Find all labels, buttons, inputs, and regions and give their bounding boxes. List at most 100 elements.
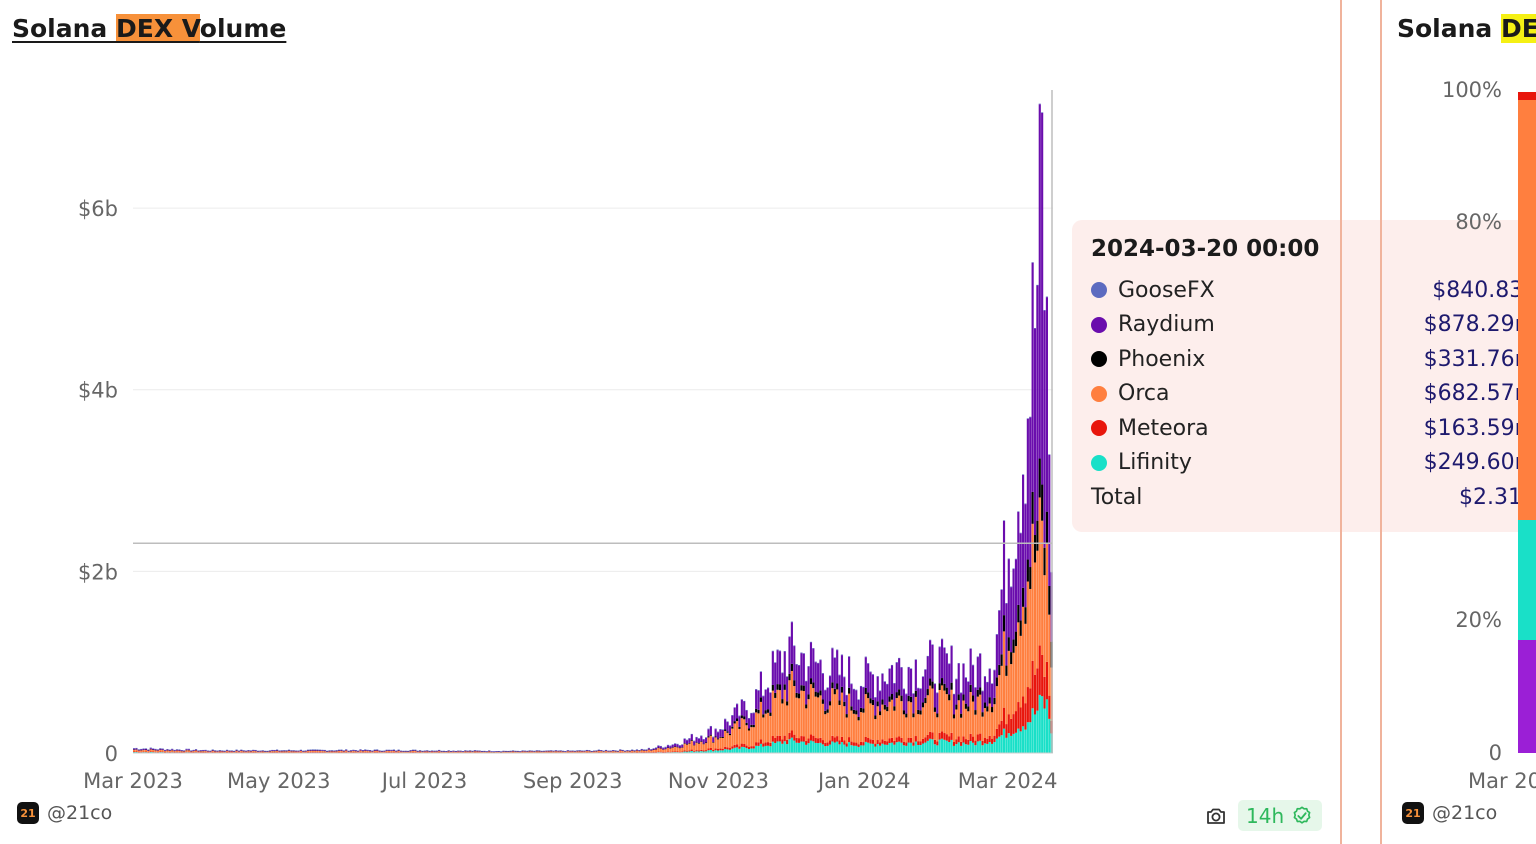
- bar-segment-orca[interactable]: [750, 727, 753, 747]
- bar-segment-phoenix[interactable]: [952, 714, 956, 719]
- bar-segment-raydium[interactable]: [228, 750, 231, 752]
- bar-segment-orca[interactable]: [156, 750, 159, 752]
- bar-segment-goosefx[interactable]: [919, 688, 922, 689]
- bar-segment-goosefx[interactable]: [867, 663, 870, 664]
- bar-segment-raydium[interactable]: [364, 749, 367, 751]
- bar-segment-orca[interactable]: [545, 751, 548, 753]
- bar-segment-goosefx[interactable]: [378, 750, 381, 751]
- bar-segment-goosefx[interactable]: [1036, 284, 1039, 286]
- bar-segment-goosefx[interactable]: [485, 751, 488, 752]
- bar-segment-raydium[interactable]: [845, 695, 848, 715]
- bar-segment-orca[interactable]: [299, 751, 302, 753]
- bar-segment-orca[interactable]: [504, 751, 507, 753]
- bar-segment-goosefx[interactable]: [392, 749, 395, 751]
- bar-segment-goosefx[interactable]: [778, 650, 782, 652]
- bar-segment-raydium[interactable]: [326, 751, 329, 752]
- bar-segment-meteora[interactable]: [855, 742, 858, 746]
- bar-segment-lifinity[interactable]: [1024, 729, 1027, 753]
- bar-segment-lifinity[interactable]: [938, 739, 941, 753]
- bar-segment-goosefx[interactable]: [938, 646, 941, 648]
- dex-market-share-chart[interactable]: 020%80%100%Mar 20: [1382, 0, 1536, 800]
- bar-segment-goosefx[interactable]: [1031, 262, 1034, 263]
- bar-segment-goosefx[interactable]: [809, 641, 813, 643]
- bar-segment-orca[interactable]: [321, 751, 324, 753]
- bar-segment-goosefx[interactable]: [471, 750, 474, 752]
- bar-segment-raydium[interactable]: [1010, 587, 1013, 653]
- bar-segment-goosefx[interactable]: [707, 728, 710, 730]
- bar-segment-goosefx[interactable]: [886, 683, 889, 685]
- bar-segment-raydium[interactable]: [211, 750, 214, 751]
- bar-segment-raydium[interactable]: [187, 749, 190, 751]
- bar-segment-orca[interactable]: [304, 751, 307, 753]
- bar-segment-raydium[interactable]: [140, 749, 143, 751]
- bar-segment-goosefx[interactable]: [828, 675, 832, 677]
- bar-segment-raydium[interactable]: [907, 667, 910, 696]
- bar-segment-orca[interactable]: [683, 743, 686, 751]
- bar-segment-lifinity[interactable]: [788, 739, 791, 753]
- bar-segment-goosefx[interactable]: [643, 749, 646, 751]
- bar-segment-goosefx[interactable]: [464, 750, 467, 751]
- bar-segment-goosefx[interactable]: [416, 750, 419, 752]
- bar-segment-orca[interactable]: [852, 713, 855, 743]
- bar-segment-meteora[interactable]: [802, 736, 805, 742]
- bar-segment-phoenix[interactable]: [933, 707, 936, 712]
- bar-segment-raydium[interactable]: [342, 750, 345, 752]
- bar-segment-goosefx[interactable]: [452, 750, 455, 752]
- bar-segment-goosefx[interactable]: [223, 750, 226, 752]
- bar-segment-raydium[interactable]: [152, 748, 155, 750]
- bar-segment-meteora[interactable]: [664, 751, 667, 753]
- bar-segment-meteora[interactable]: [776, 735, 779, 742]
- bar-segment-goosefx[interactable]: [383, 750, 386, 752]
- bar-segment-raydium[interactable]: [285, 750, 288, 752]
- bar-segment-meteora[interactable]: [836, 736, 839, 742]
- bar-segment-orca[interactable]: [449, 751, 453, 753]
- bar-segment-goosefx[interactable]: [521, 750, 524, 751]
- bar-segment-lifinity[interactable]: [750, 748, 753, 753]
- bar-segment-raydium[interactable]: [576, 750, 579, 752]
- bar-segment-goosefx[interactable]: [895, 662, 898, 663]
- bar-segment-orca[interactable]: [1048, 614, 1051, 696]
- bar-segment-goosefx[interactable]: [855, 689, 858, 691]
- bar-segment-goosefx[interactable]: [430, 750, 434, 752]
- bar-segment-goosefx[interactable]: [683, 738, 686, 739]
- bar-segment-lifinity[interactable]: [1005, 737, 1008, 753]
- bar-segment-goosefx[interactable]: [783, 650, 786, 652]
- bar-segment-orca[interactable]: [411, 750, 415, 753]
- bar-segment-goosefx[interactable]: [306, 749, 310, 751]
- bar-segment-lifinity[interactable]: [869, 743, 872, 753]
- bar-segment-orca[interactable]: [712, 742, 715, 750]
- bar-segment-goosefx[interactable]: [194, 749, 198, 750]
- bar-segment-raydium[interactable]: [945, 653, 948, 688]
- bar-segment-raydium[interactable]: [626, 750, 629, 752]
- bar-segment-goosefx[interactable]: [840, 654, 844, 656]
- bar-segment-raydium[interactable]: [862, 687, 865, 709]
- bar-segment-raydium[interactable]: [194, 749, 198, 751]
- bar-segment-goosefx[interactable]: [497, 751, 500, 752]
- bar-segment-orca[interactable]: [981, 716, 984, 741]
- bar-segment-orca[interactable]: [361, 751, 364, 753]
- bar-segment-goosefx[interactable]: [685, 739, 689, 741]
- bar-segment-orca[interactable]: [171, 750, 174, 752]
- bar-segment-phoenix[interactable]: [945, 687, 948, 695]
- bar-segment-raydium[interactable]: [979, 653, 982, 688]
- bar-segment-phoenix[interactable]: [812, 682, 815, 689]
- bar-segment-orca[interactable]: [235, 750, 238, 753]
- bar-segment-raydium[interactable]: [950, 646, 953, 683]
- bar-segment-meteora[interactable]: [345, 751, 348, 753]
- bar-segment-raydium[interactable]: [933, 684, 936, 708]
- bar-segment-goosefx[interactable]: [812, 648, 815, 649]
- bar-segment-goosefx[interactable]: [199, 750, 202, 751]
- bar-segment-meteora[interactable]: [388, 751, 391, 753]
- bar-segment-phoenix[interactable]: [821, 699, 824, 704]
- bar-segment-goosefx[interactable]: [998, 610, 1001, 611]
- bar-segment-orca[interactable]: [998, 675, 1001, 725]
- bar-segment-orca[interactable]: [419, 751, 422, 753]
- bar-segment-meteora[interactable]: [783, 735, 786, 742]
- bar-segment-lifinity[interactable]: [986, 743, 989, 753]
- bar-segment-meteora[interactable]: [1017, 702, 1020, 729]
- bar-segment-goosefx[interactable]: [929, 639, 932, 641]
- bar-segment-meteora[interactable]: [900, 737, 903, 743]
- bar-segment-meteora[interactable]: [850, 741, 853, 746]
- bar-segment-goosefx[interactable]: [135, 747, 138, 749]
- bar-segment-orca[interactable]: [721, 737, 724, 749]
